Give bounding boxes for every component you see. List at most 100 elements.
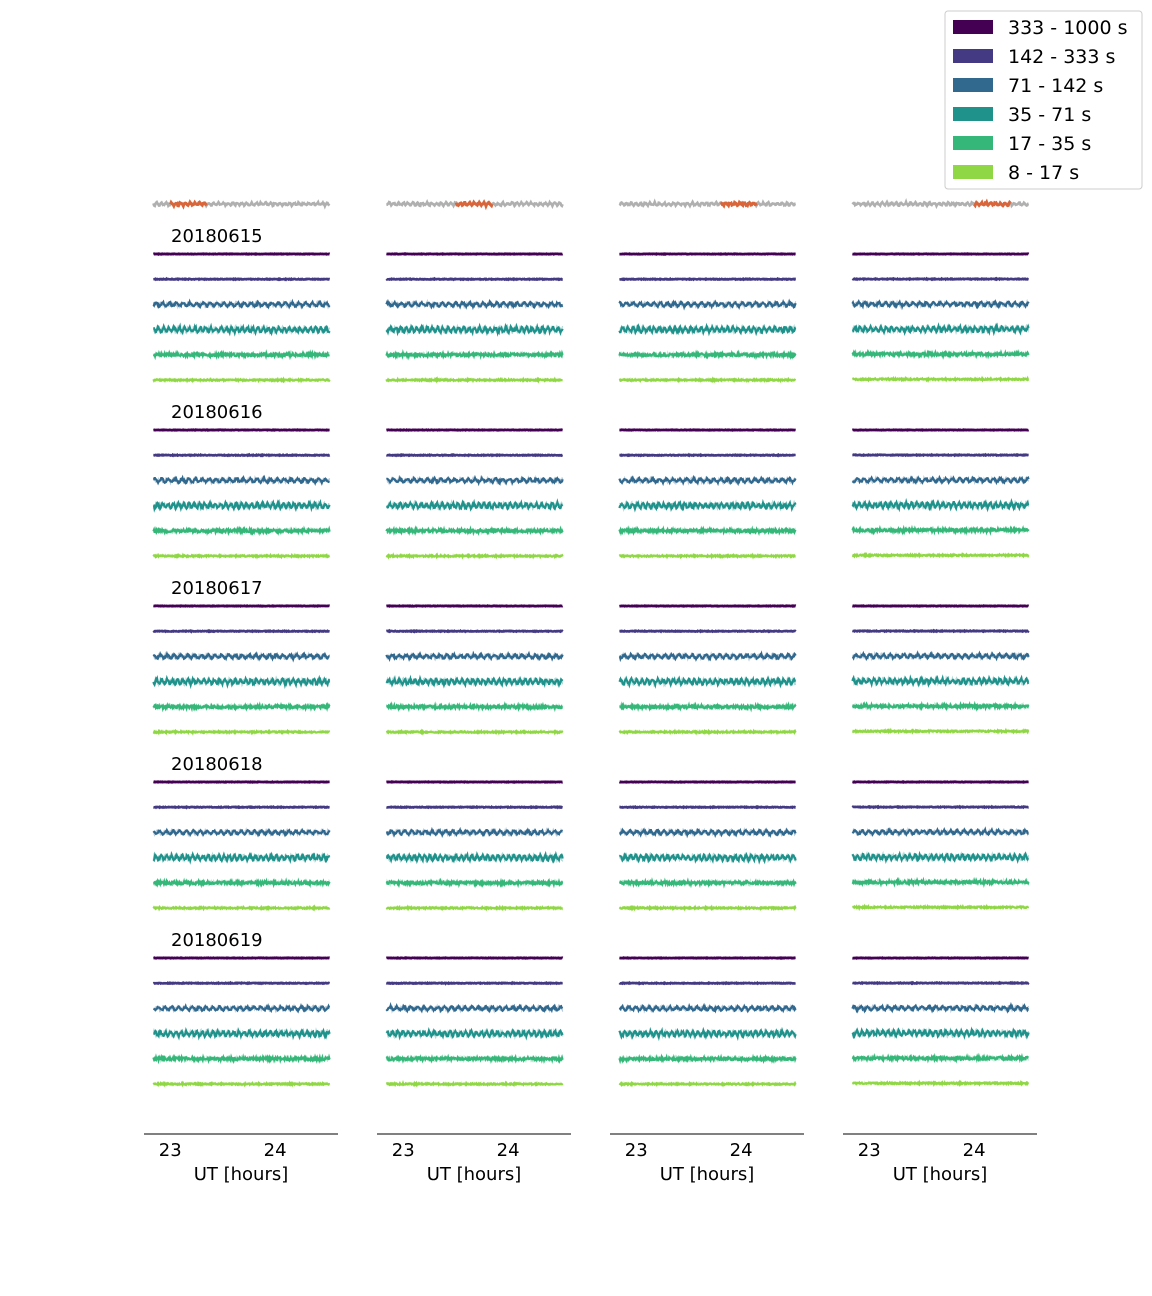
band-trace-17-35 xyxy=(618,701,797,713)
band-trace-35-71 xyxy=(618,1026,797,1042)
band-trace-17-35 xyxy=(385,525,564,537)
x-tick-label: 23 xyxy=(625,1140,648,1161)
date-label: 20180618 xyxy=(171,754,263,775)
band-trace-35-71 xyxy=(152,674,331,690)
band-trace-line xyxy=(153,804,330,810)
band-trace-line xyxy=(851,826,1029,837)
band-trace-line xyxy=(851,1026,1030,1040)
band-trace-333-1000 xyxy=(852,780,1029,784)
band-trace-line xyxy=(385,452,564,458)
band-trace-17-35 xyxy=(152,701,331,713)
band-trace-line xyxy=(152,498,331,513)
band-trace-line xyxy=(851,524,1030,536)
legend-entry: 8 - 17 s xyxy=(953,162,1079,184)
band-trace-line xyxy=(385,850,564,865)
date-labels: 20180615 20180616 20180617 20180618 20180619 xyxy=(171,226,263,951)
band-trace-71-142 xyxy=(152,650,331,663)
band-trace-line xyxy=(618,349,797,361)
band-trace-line xyxy=(152,474,330,487)
band-trace-142-333 xyxy=(851,628,1030,634)
x-axes: 23 24 UT [hours] 23 24 UT [hours] 23 24 UT [hour… xyxy=(144,1133,1037,1185)
band-trace-line xyxy=(385,728,564,736)
band-trace-8-17 xyxy=(152,728,331,736)
band-trace-line xyxy=(618,877,797,889)
band-trace-17-35 xyxy=(618,525,797,537)
band-trace-17-35 xyxy=(152,349,330,361)
legend-label: 71 - 142 s xyxy=(1008,75,1103,97)
band-trace-line xyxy=(385,980,563,986)
band-trace-17-35 xyxy=(851,1052,1030,1064)
band-trace-line xyxy=(619,827,797,839)
legend-label: 142 - 333 s xyxy=(1008,46,1115,68)
band-trace-line xyxy=(385,674,564,689)
band-trace-333-1000 xyxy=(152,604,330,608)
band-trace-142-333 xyxy=(851,452,1030,458)
band-trace-line xyxy=(153,276,331,282)
reference-highlight-col-2 xyxy=(454,199,494,211)
band-trace-line xyxy=(619,851,797,865)
band-trace-71-142 xyxy=(385,298,564,311)
band-trace-333-1000 xyxy=(618,780,796,784)
band-trace-142-333 xyxy=(152,628,330,634)
band-trace-8-17 xyxy=(851,727,1030,735)
band-trace-line xyxy=(385,1001,564,1014)
band-trace-line xyxy=(618,1002,797,1014)
band-trace-333-1000 xyxy=(619,252,796,256)
x-axis-col-4: 23 24 UT [hours] xyxy=(843,1133,1037,1185)
band-trace-17-35 xyxy=(618,1053,797,1065)
band-trace-35-71 xyxy=(385,1027,564,1041)
band-trace-line xyxy=(619,628,797,634)
band-trace-333-1000 xyxy=(153,780,330,784)
band-trace-line xyxy=(851,276,1029,282)
band-trace-line xyxy=(385,1027,564,1041)
legend-entry: 71 - 142 s xyxy=(953,75,1103,97)
legend-label: 17 - 35 s xyxy=(1008,133,1091,155)
band-trace-line xyxy=(152,650,330,663)
band-trace-line xyxy=(386,804,563,810)
band-trace-line xyxy=(152,1053,331,1065)
band-trace-line xyxy=(386,498,564,512)
legend-entry: 333 - 1000 s xyxy=(953,17,1128,39)
band-trace-line xyxy=(619,701,797,713)
band-trace-142-333 xyxy=(851,276,1030,282)
band-trace-35-71 xyxy=(385,674,564,689)
band-trace-35-71 xyxy=(385,322,564,337)
date-label: 20180619 xyxy=(171,930,263,951)
band-trace-line xyxy=(618,1080,797,1088)
legend-swatch xyxy=(953,78,993,92)
band-trace-line xyxy=(851,322,1030,337)
band-trace-333-1000 xyxy=(386,780,563,784)
band-trace-line xyxy=(852,452,1029,458)
band-trace-35-71 xyxy=(851,322,1030,337)
band-trace-71-142 xyxy=(152,827,331,838)
band-trace-line xyxy=(385,1080,564,1088)
band-trace-line xyxy=(385,298,564,311)
band-trace-71-142 xyxy=(152,474,331,487)
band-trace-71-142 xyxy=(153,1002,331,1014)
band-trace-142-333 xyxy=(851,804,1029,810)
band-trace-142-333 xyxy=(619,628,797,634)
band-trace-line xyxy=(152,850,331,865)
band-trace-line xyxy=(852,980,1030,986)
band-trace-35-71 xyxy=(618,675,797,689)
band-trace-line xyxy=(851,474,1030,486)
band-trace-8-17 xyxy=(385,1080,564,1088)
band-trace-333-1000 xyxy=(851,428,1030,432)
band-trace-line xyxy=(618,552,796,560)
x-tick-label: 24 xyxy=(264,1140,287,1161)
band-trace-35-71 xyxy=(152,322,331,337)
x-tick-label: 23 xyxy=(159,1140,182,1161)
band-trace-71-142 xyxy=(618,298,797,311)
band-trace-71-142 xyxy=(851,298,1030,311)
band-trace-71-142 xyxy=(618,650,797,663)
band-trace-line xyxy=(152,980,331,986)
band-trace-142-333 xyxy=(619,276,797,282)
band-trace-line xyxy=(152,322,331,337)
band-trace-71-142 xyxy=(386,474,564,487)
band-trace-17-35 xyxy=(618,349,797,361)
band-trace-8-17 xyxy=(618,728,797,736)
band-trace-142-333 xyxy=(385,276,564,282)
band-trace-line xyxy=(851,1001,1030,1014)
band-trace-71-142 xyxy=(851,474,1030,486)
legend-entry: 142 - 333 s xyxy=(953,46,1115,68)
